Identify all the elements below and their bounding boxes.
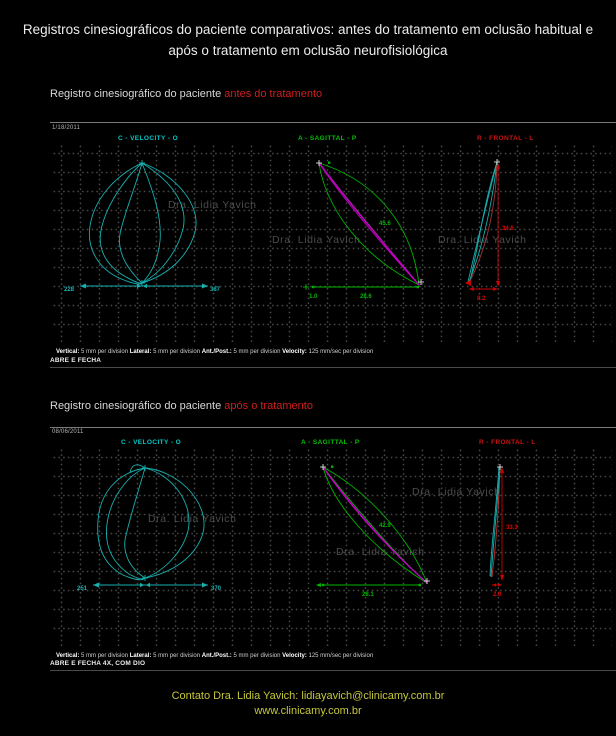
panel-top-rule [50, 427, 616, 428]
frontal-vertical-value: 34.6 [502, 226, 514, 232]
velocity-chart-before: 228 387 [64, 160, 221, 293]
scale-antpost-value: 5 mm per division [233, 349, 281, 355]
dotted-grid [52, 144, 612, 342]
sagittal-ap-value: 28.1 [362, 592, 374, 598]
frontal-vertical-value: 33.3 [506, 525, 518, 531]
frontal-chart-before: 34.6 8.2 [465, 159, 514, 302]
panel-top-rule [50, 122, 616, 123]
section-heading-after: Registro cinesiográfico do paciente após… [50, 400, 313, 412]
contact-website: www.clinicamy.com.br [254, 705, 362, 717]
section-heading-before: Registro cinesiográfico do paciente ante… [50, 88, 322, 100]
dotted-grid [52, 448, 612, 646]
recording-date: 1/18/2011 [52, 125, 81, 131]
recording-date: 08/06/2011 [52, 429, 84, 435]
scale-velocity-label: Velocity: [282, 653, 307, 659]
frontal-lateral-value: 8.2 [477, 296, 486, 302]
scale-vertical-value: 5 mm per division [81, 349, 129, 355]
velocity-right-value: 370 [211, 586, 222, 592]
scale-vertical-label: Vertical: [56, 349, 80, 355]
chart-title-sagittal: A - SAGITTAL - P [301, 439, 360, 446]
scale-velocity-value: 125 mm/sec per division [308, 349, 374, 355]
section-heading-prefix: Registro cinesiográfico do paciente [50, 400, 222, 412]
chart-title-velocity: C - VELOCITY - O [121, 439, 182, 446]
frontal-lateral-value: 2.0 [493, 592, 502, 598]
velocity-right-value: 387 [210, 287, 221, 293]
watermark: Dra. Lidia Yavich [148, 513, 237, 525]
watermark: Dra. Lidia Yavich [168, 199, 257, 211]
velocity-chart-after: 251 370 [77, 464, 222, 592]
scale-antpost-value: 5 mm per division [233, 653, 281, 659]
mode-label: ABRE E FECHA [50, 357, 102, 364]
contact-line: Contato Dra. Lidia Yavich: lidiayavich@c… [171, 690, 445, 702]
watermark: Dra. Lidia Yavich [336, 546, 425, 558]
sagittal-ap-value: 28.6 [360, 294, 372, 300]
frontal-chart-after: 33.3 2.0 [489, 464, 518, 598]
sagittal-path-value: 42.9 [379, 523, 391, 529]
sagittal-chart-after: 42.9 28.1 [316, 464, 430, 598]
chart-title-sagittal: A - SAGITTAL - P [298, 135, 357, 142]
velocity-left-value: 228 [64, 287, 75, 293]
scale-lateral-label: Lateral: [129, 349, 152, 355]
sagittal-left-value: 1.0 [309, 294, 318, 300]
scale-velocity-label: Velocity: [282, 349, 307, 355]
scale-vertical-label: Vertical: [56, 653, 80, 659]
scale-antpost-label: Ant./Post.: [201, 349, 232, 355]
watermark: Dra. Lidia Yavich [412, 486, 501, 498]
panel-bottom-rule [50, 670, 616, 671]
page-title: Registros cinesiográficos do paciente co… [22, 22, 594, 58]
scale-lateral-value: 5 mm per division [153, 653, 201, 659]
chart-title-frontal: R - FRONTAL - L [477, 135, 534, 142]
scale-lateral-label: Lateral: [129, 653, 152, 659]
scale-footnote: Vertical: 5 mm per division Lateral: 5 m… [56, 349, 373, 355]
scale-lateral-value: 5 mm per division [153, 349, 201, 355]
scale-velocity-value: 125 mm/sec per division [308, 653, 374, 659]
watermark: Dra. Lidia Yavich [438, 234, 527, 246]
section-heading-highlight: antes do tratamento [224, 88, 323, 100]
section-heading-prefix: Registro cinesiográfico do paciente [50, 88, 222, 100]
section-heading-highlight: após o tratamento [224, 400, 313, 412]
mode-label: ABRE E FECHA 4X, COM DIO [50, 660, 146, 667]
sagittal-path-value: 45.6 [379, 221, 391, 227]
scale-vertical-value: 5 mm per division [81, 653, 129, 659]
scale-antpost-label: Ant./Post.: [201, 653, 232, 659]
chart-title-frontal: R - FRONTAL - L [479, 439, 536, 446]
chart-title-velocity: C - VELOCITY - O [118, 135, 179, 142]
velocity-left-value: 251 [77, 586, 88, 592]
watermark: Dra. Lidia Yavich [272, 234, 361, 246]
panel-bottom-rule [50, 367, 616, 368]
sagittal-chart-before: 45.6 1.0 28.6 [303, 160, 424, 300]
scale-footnote: Vertical: 5 mm per division Lateral: 5 m… [56, 653, 373, 659]
